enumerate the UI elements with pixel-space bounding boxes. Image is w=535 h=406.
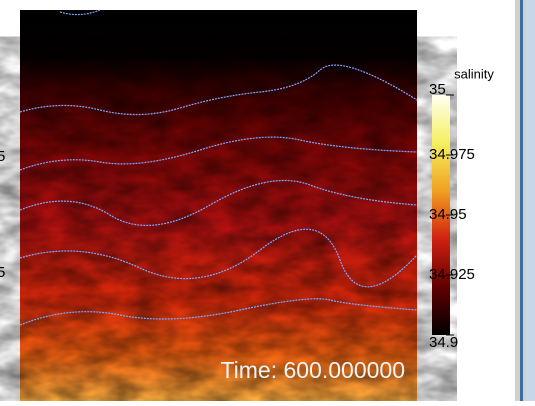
- panel-edge: [526, 0, 535, 401]
- colorbar-tick-label: 34.95: [429, 206, 467, 223]
- colorbar-tick-label: 34.9: [429, 334, 458, 351]
- colorbar-tick-label: 34.925: [429, 266, 475, 283]
- field-texture: [20, 70, 417, 401]
- colorbar-title: salinity: [454, 66, 494, 81]
- colorbar-tick-label: 34.975: [429, 146, 475, 163]
- time-label: Time: 600.000000: [220, 357, 405, 383]
- axis-label: 5: [0, 148, 5, 165]
- window-border: [520, 0, 523, 401]
- axis-label: 5: [0, 264, 5, 281]
- viewport: 5 5 Time: 600.000000 salinity 35 34.975 34…: [0, 0, 535, 401]
- colorbar-tick-label: 35: [429, 81, 446, 98]
